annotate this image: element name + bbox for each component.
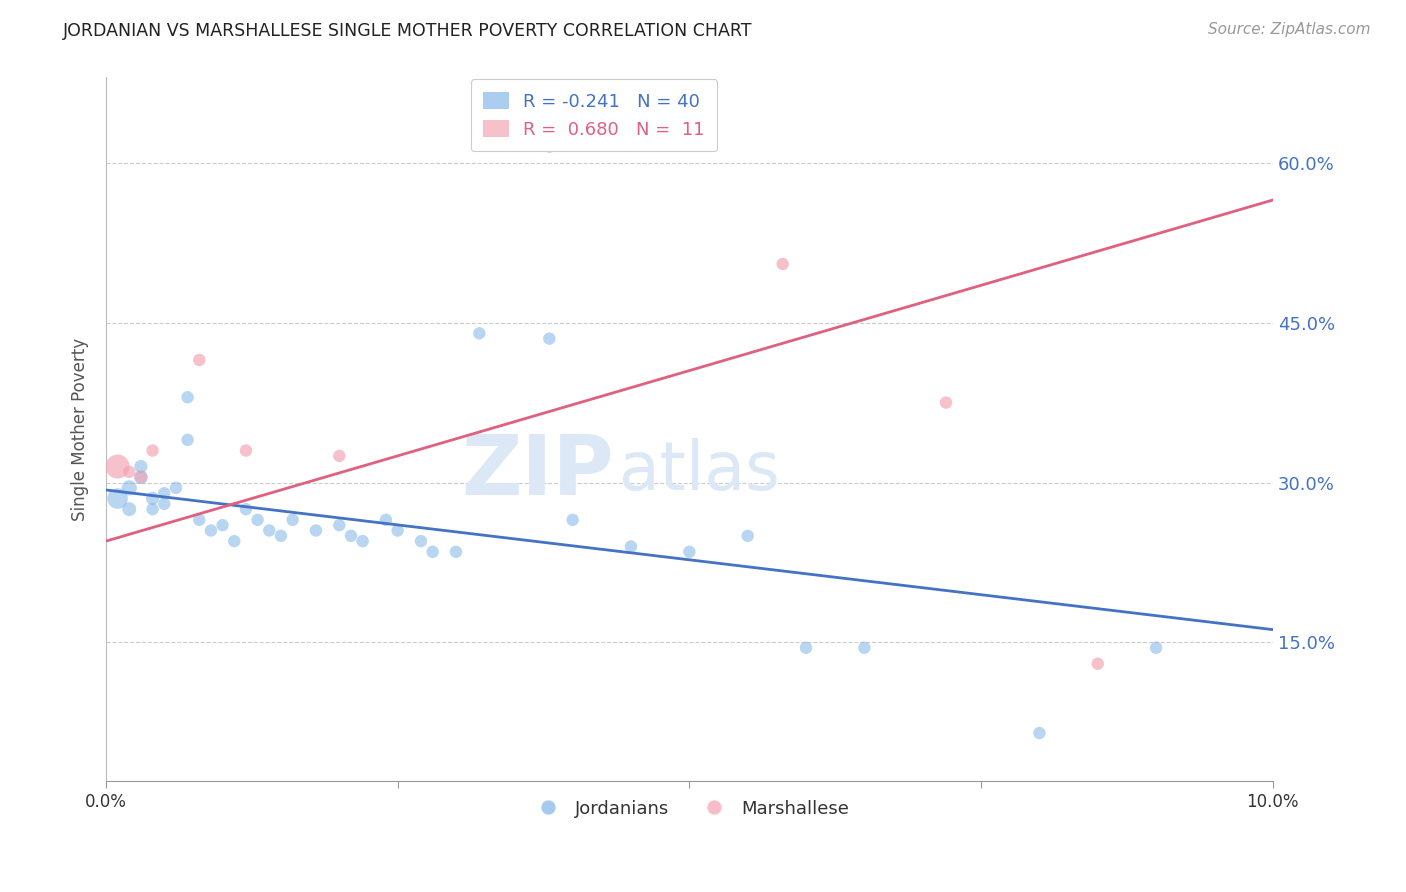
Point	[1028, 726, 1050, 740]
Point	[142, 491, 165, 506]
Point	[737, 529, 759, 543]
Point	[142, 502, 165, 516]
Point	[200, 524, 222, 538]
Point	[352, 534, 374, 549]
Point	[561, 513, 583, 527]
Point	[118, 481, 141, 495]
Point	[340, 529, 363, 543]
Point	[538, 139, 561, 153]
Point	[387, 524, 409, 538]
Point	[444, 545, 467, 559]
Y-axis label: Single Mother Poverty: Single Mother Poverty	[72, 338, 89, 521]
Point	[118, 502, 141, 516]
Point	[305, 524, 328, 538]
Point	[422, 545, 444, 559]
Point	[107, 459, 129, 474]
Point	[538, 332, 561, 346]
Point	[772, 257, 794, 271]
Point	[328, 449, 350, 463]
Point	[1087, 657, 1109, 671]
Point	[165, 481, 187, 495]
Point	[176, 433, 198, 447]
Point	[259, 524, 281, 538]
Point	[1144, 640, 1167, 655]
Point	[678, 545, 700, 559]
Text: JORDANIAN VS MARSHALLESE SINGLE MOTHER POVERTY CORRELATION CHART: JORDANIAN VS MARSHALLESE SINGLE MOTHER P…	[63, 22, 752, 40]
Point	[153, 486, 176, 500]
Point	[129, 459, 152, 474]
Legend: Jordanians, Marshallese: Jordanians, Marshallese	[523, 792, 856, 825]
Point	[153, 497, 176, 511]
Point	[176, 390, 198, 404]
Point	[129, 470, 152, 484]
Point	[188, 353, 211, 368]
Point	[620, 540, 643, 554]
Point	[468, 326, 491, 341]
Point	[107, 491, 129, 506]
Text: Source: ZipAtlas.com: Source: ZipAtlas.com	[1208, 22, 1371, 37]
Point	[409, 534, 432, 549]
Point	[794, 640, 817, 655]
Point	[118, 465, 141, 479]
Point	[246, 513, 269, 527]
Point	[129, 470, 152, 484]
Point	[935, 395, 957, 409]
Text: ZIP: ZIP	[461, 431, 613, 512]
Point	[142, 443, 165, 458]
Point	[235, 502, 257, 516]
Point	[224, 534, 246, 549]
Text: atlas: atlas	[619, 439, 780, 505]
Point	[188, 513, 211, 527]
Point	[328, 518, 350, 533]
Point	[281, 513, 304, 527]
Point	[853, 640, 876, 655]
Point	[375, 513, 398, 527]
Point	[211, 518, 233, 533]
Point	[270, 529, 292, 543]
Point	[235, 443, 257, 458]
